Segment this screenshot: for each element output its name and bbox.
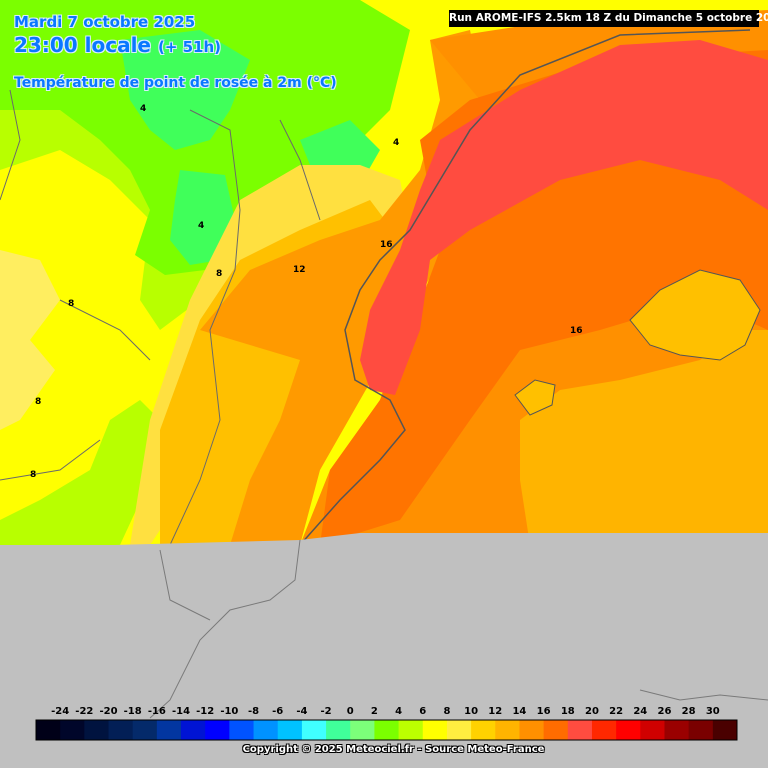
zone-bright-green-2 (170, 170, 235, 265)
legend-swatch (326, 720, 351, 740)
legend-swatch (229, 720, 255, 740)
legend-label: -4 (296, 706, 308, 717)
contour-labels: 4 4 4 8 8 8 8 12 16 16 (30, 104, 583, 480)
contour-label: 4 (393, 138, 399, 148)
legend-swatch (132, 720, 158, 740)
legend-label: -14 (171, 706, 191, 717)
zone-sea-red (360, 40, 768, 395)
legend-label: 30 (705, 706, 720, 717)
legend-swatch (422, 720, 448, 740)
zone-orange-land (200, 30, 480, 545)
legend-swatch (471, 720, 496, 740)
legend-label: -24 (51, 706, 70, 717)
legend-label: 8 (443, 706, 451, 717)
contour-label: 8 (68, 299, 74, 309)
legend-swatch (640, 720, 665, 740)
legend-label: -20 (99, 706, 118, 717)
zone-pale-yellow-west (0, 250, 60, 430)
contour-label: 8 (30, 470, 36, 480)
legend-label: 26 (657, 706, 672, 717)
no-data-area (0, 533, 768, 718)
legend-swatch (253, 720, 279, 740)
legend-label: -8 (247, 706, 260, 717)
forecast-time: 23:00 locale (+ 51h) (14, 33, 221, 57)
legend-swatch (60, 720, 85, 740)
zone-bright-green (120, 30, 250, 150)
legend-swatch (495, 720, 520, 740)
legend-swatch (108, 720, 134, 740)
region-borders (0, 89, 321, 546)
coastline (299, 29, 751, 546)
legend-label: 18 (560, 706, 575, 717)
legend-swatch (301, 720, 327, 740)
contour-label: 16 (570, 326, 583, 336)
legend-label: 28 (681, 706, 696, 717)
legend-label: -12 (196, 706, 215, 717)
legend-label: -2 (320, 706, 332, 717)
legend-swatch (84, 720, 110, 740)
legend-label: 4 (395, 706, 403, 717)
legend-swatch (277, 720, 303, 740)
legend-swatch (181, 720, 206, 740)
contour-label: 8 (216, 269, 222, 279)
contour-label: 16 (380, 240, 393, 250)
legend-swatch (205, 720, 230, 740)
legend-label: -6 (272, 706, 284, 717)
contour-label: 4 (198, 221, 204, 231)
legend-swatch (664, 720, 690, 740)
legend-color-bar (35, 719, 738, 741)
legend-swatch (156, 720, 182, 740)
zone-green-south (0, 400, 160, 545)
island-mallorca (629, 269, 761, 361)
legend-swatch (543, 720, 569, 740)
legend-label: -16 (147, 706, 166, 717)
legend-swatch (712, 720, 738, 740)
legend-swatch (519, 720, 545, 740)
legend-swatch (36, 720, 61, 740)
legend-swatch (446, 720, 472, 740)
run-info: Run AROME-IFS 2.5km 18 Z du Dimanche 5 o… (449, 10, 768, 27)
legend-label: -10 (220, 706, 239, 717)
copyright: Copyright © 2025 Meteociel.fr - Source M… (242, 744, 545, 755)
legend-swatch (374, 720, 400, 740)
contour-label: 12 (293, 265, 306, 275)
legend-swatch (567, 720, 593, 740)
forecast-offset: (+ 51h) (157, 38, 222, 56)
legend-label: -18 (123, 706, 142, 717)
legend-label: 2 (370, 706, 378, 717)
variable-name: Température de point de rosée à 2m (°C) (14, 75, 337, 91)
legend-swatch (616, 720, 641, 740)
legend-label: 0 (346, 706, 354, 717)
legend-frame (35, 719, 738, 741)
legend-swatch (591, 720, 617, 740)
legend-label: 24 (633, 706, 648, 717)
legend-label: 16 (536, 706, 551, 717)
legend-label: 14 (512, 706, 527, 717)
legend-label: -22 (75, 706, 94, 717)
legend-swatch (398, 720, 424, 740)
legend-label: 12 (488, 706, 503, 717)
island-ibiza (514, 379, 556, 416)
legend-label: 6 (419, 706, 427, 717)
legend-labels: -24 -22 -20 -18 -16 -14 -12 -10 -8 -6 -4 -2 0 2 4 6 8 10 1… (0, 706, 768, 720)
forecast-time-label: 23:00 locale (14, 33, 151, 57)
legend-label: 20 (584, 706, 599, 717)
legend-label: 10 (464, 706, 479, 717)
contour-label: 8 (35, 397, 41, 407)
land-borders-grey (149, 539, 768, 719)
contour-label: 4 (140, 104, 146, 114)
legend-label: 22 (609, 706, 624, 717)
legend-swatch (688, 720, 714, 740)
legend-swatch (350, 720, 375, 740)
zone-sea-light-orange (520, 330, 768, 545)
forecast-date: Mardi 7 octobre 2025 (14, 13, 196, 31)
